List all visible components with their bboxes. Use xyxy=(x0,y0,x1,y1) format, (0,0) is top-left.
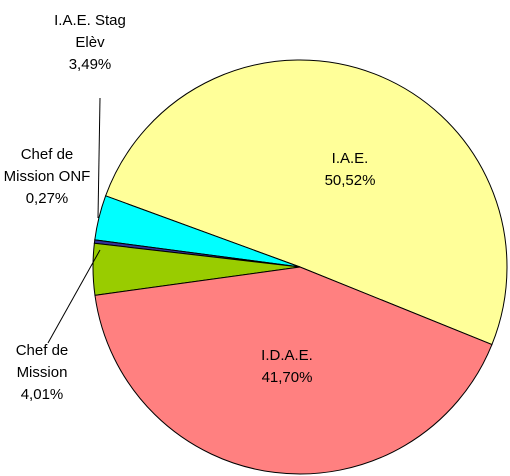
value-label: 41,70% xyxy=(261,369,313,386)
category-label: I.D.A.E. xyxy=(261,347,313,364)
leader-line xyxy=(97,97,101,219)
value-label: 3,49% xyxy=(68,56,112,73)
category-label: Chef de Mission xyxy=(15,342,69,381)
value-label: 0,27% xyxy=(25,190,69,207)
slice-label: Chef de Mission ONF 0,27% xyxy=(2,144,92,210)
category-label: I.A.E. Stag Elèv xyxy=(54,12,126,51)
slice-label: I.A.E. 50,52% xyxy=(300,148,400,192)
pie-slice xyxy=(104,59,508,346)
value-label: 50,52% xyxy=(324,172,376,189)
slice-label: Chef de Mission 4,01% xyxy=(2,340,82,406)
slice-label: I.A.E. Stag Elèv 3,49% xyxy=(40,10,140,76)
category-label: I.A.E. xyxy=(331,150,369,167)
value-label: 4,01% xyxy=(20,386,64,403)
category-label: Chef de Mission ONF xyxy=(3,146,91,185)
slice-label: I.D.A.E. 41,70% xyxy=(232,345,342,389)
pie-slice xyxy=(94,266,493,475)
leader-line xyxy=(47,249,101,344)
